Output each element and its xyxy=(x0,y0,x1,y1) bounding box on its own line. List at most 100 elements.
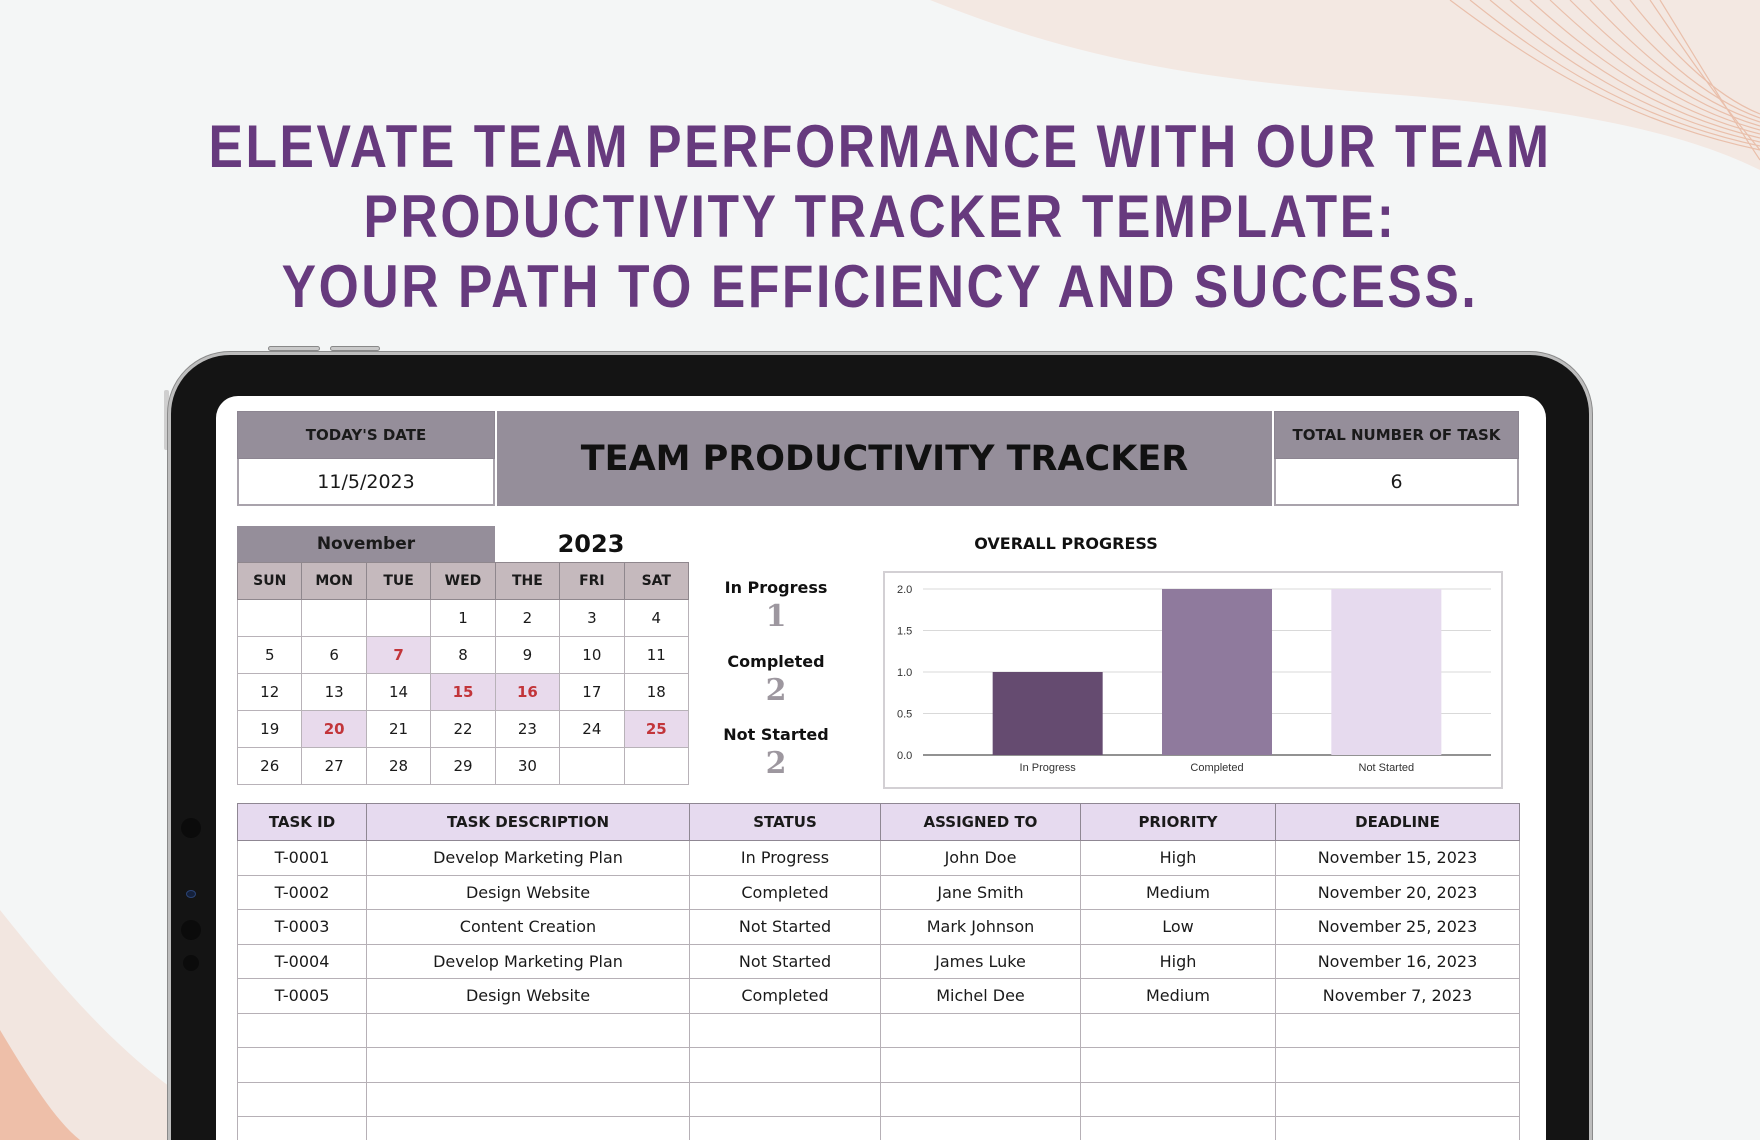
calendar-day[interactable]: 14 xyxy=(365,673,432,711)
calendar-day[interactable] xyxy=(559,747,625,785)
calendar-day[interactable]: 22 xyxy=(430,710,496,748)
cell-deadline[interactable] xyxy=(1275,1081,1520,1117)
calendar-day[interactable]: 12 xyxy=(236,673,303,711)
cell-priority[interactable] xyxy=(1080,1116,1276,1140)
empty-table-row[interactable] xyxy=(237,1047,1520,1083)
calendar-day[interactable]: 21 xyxy=(365,710,432,748)
calendar-day[interactable]: 13 xyxy=(301,673,367,711)
column-header-deadline[interactable]: DEADLINE xyxy=(1275,803,1520,841)
table-row[interactable]: T-0004 Develop Marketing Plan Not Started J… xyxy=(237,943,1520,979)
cell-status[interactable]: In Progress xyxy=(689,840,881,876)
empty-table-row[interactable] xyxy=(237,1012,1520,1048)
cell-description[interactable]: Design Website xyxy=(366,874,690,910)
cell-assigned-to[interactable]: Michel Dee xyxy=(880,978,1081,1014)
cell-assigned-to[interactable]: John Doe xyxy=(880,840,1081,876)
cell-task-id[interactable] xyxy=(237,1012,367,1048)
cell-task-id[interactable] xyxy=(237,1116,367,1140)
table-row[interactable]: T-0001 Develop Marketing Plan In Progress J… xyxy=(237,840,1520,876)
cell-priority[interactable]: Medium xyxy=(1080,874,1276,910)
calendar-day-highlighted[interactable]: 7 xyxy=(365,636,432,674)
cell-task-id[interactable] xyxy=(237,1047,367,1083)
cell-priority[interactable] xyxy=(1080,1012,1276,1048)
calendar-day[interactable] xyxy=(365,599,432,637)
cell-deadline[interactable]: November 7, 2023 xyxy=(1275,978,1520,1014)
cell-description[interactable]: Content Creation xyxy=(366,909,690,945)
cell-description[interactable]: Develop Marketing Plan xyxy=(366,840,690,876)
table-row[interactable]: T-0005 Design Website Completed Michel Dee M… xyxy=(237,978,1520,1014)
bar-in-progress[interactable] xyxy=(992,672,1103,755)
calendar-day[interactable]: 10 xyxy=(559,636,625,674)
cell-priority[interactable]: Low xyxy=(1080,909,1276,945)
empty-table-row[interactable] xyxy=(237,1081,1520,1117)
column-header-priority[interactable]: PRIORITY xyxy=(1080,803,1276,841)
cell-description[interactable] xyxy=(366,1081,690,1117)
calendar-day[interactable]: 6 xyxy=(301,636,367,674)
calendar-day[interactable]: 17 xyxy=(559,673,625,711)
table-row[interactable]: T-0003 Content Creation Not Started Mark Jo… xyxy=(237,909,1520,945)
cell-deadline[interactable]: November 20, 2023 xyxy=(1275,874,1520,910)
cell-priority[interactable]: High xyxy=(1080,840,1276,876)
cell-assigned-to[interactable]: Jane Smith xyxy=(880,874,1081,910)
cell-task-id[interactable]: T-0001 xyxy=(237,840,367,876)
cell-assigned-to[interactable] xyxy=(880,1081,1081,1117)
empty-table-row[interactable] xyxy=(237,1116,1520,1140)
calendar-day[interactable]: 1 xyxy=(430,599,496,637)
cell-priority[interactable] xyxy=(1080,1081,1276,1117)
cell-status[interactable] xyxy=(689,1116,881,1140)
todays-date-value[interactable]: 11/5/2023 xyxy=(237,459,495,506)
cell-assigned-to[interactable]: James Luke xyxy=(880,943,1081,979)
calendar-day[interactable] xyxy=(301,599,367,637)
cell-status[interactable]: Completed xyxy=(689,874,881,910)
cell-status[interactable] xyxy=(689,1047,881,1083)
calendar-day[interactable]: 27 xyxy=(301,747,367,785)
cell-description[interactable]: Design Website xyxy=(366,978,690,1014)
calendar-day[interactable]: 23 xyxy=(494,710,561,748)
calendar-day[interactable] xyxy=(236,599,303,637)
cell-task-id[interactable] xyxy=(237,1081,367,1117)
calendar-day-highlighted[interactable]: 15 xyxy=(430,673,496,711)
calendar-day[interactable]: 30 xyxy=(494,747,561,785)
column-header-assigned-to[interactable]: ASSIGNED TO xyxy=(880,803,1081,841)
calendar-day[interactable]: 28 xyxy=(365,747,432,785)
cell-task-id[interactable]: T-0004 xyxy=(237,943,367,979)
calendar-day[interactable]: 4 xyxy=(623,599,690,637)
bar-completed[interactable] xyxy=(1162,589,1272,755)
cell-deadline[interactable] xyxy=(1275,1116,1520,1140)
total-tasks-value[interactable]: 6 xyxy=(1274,459,1519,506)
calendar-day[interactable]: 5 xyxy=(236,636,303,674)
cell-task-id[interactable]: T-0002 xyxy=(237,874,367,910)
cell-task-id[interactable]: T-0005 xyxy=(237,978,367,1014)
cell-priority[interactable]: Medium xyxy=(1080,978,1276,1014)
cell-assigned-to[interactable]: Mark Johnson xyxy=(880,909,1081,945)
cell-assigned-to[interactable] xyxy=(880,1012,1081,1048)
calendar-day[interactable] xyxy=(623,747,690,785)
cell-status[interactable]: Completed xyxy=(689,978,881,1014)
calendar-day[interactable]: 8 xyxy=(430,636,496,674)
calendar-day-highlighted[interactable]: 25 xyxy=(623,710,690,748)
calendar-day[interactable]: 19 xyxy=(236,710,303,748)
bar-not-started[interactable] xyxy=(1331,589,1442,755)
table-row[interactable]: T-0002 Design Website Completed Jane Smith M… xyxy=(237,874,1520,910)
cell-priority[interactable] xyxy=(1080,1047,1276,1083)
cell-deadline[interactable]: November 25, 2023 xyxy=(1275,909,1520,945)
cell-description[interactable]: Develop Marketing Plan xyxy=(366,943,690,979)
column-header-description[interactable]: TASK DESCRIPTION xyxy=(366,803,690,841)
calendar-day-highlighted[interactable]: 20 xyxy=(301,710,367,748)
cell-assigned-to[interactable] xyxy=(880,1047,1081,1083)
cell-priority[interactable]: High xyxy=(1080,943,1276,979)
cell-description[interactable] xyxy=(366,1047,690,1083)
cell-status[interactable] xyxy=(689,1012,881,1048)
calendar-day[interactable]: 24 xyxy=(559,710,625,748)
cell-status[interactable] xyxy=(689,1081,881,1117)
calendar-day[interactable]: 2 xyxy=(494,599,561,637)
calendar-day[interactable]: 9 xyxy=(494,636,561,674)
cell-task-id[interactable]: T-0003 xyxy=(237,909,367,945)
calendar-day[interactable]: 3 xyxy=(559,599,625,637)
cell-deadline[interactable] xyxy=(1275,1012,1520,1048)
cell-deadline[interactable]: November 15, 2023 xyxy=(1275,840,1520,876)
calendar-day[interactable]: 18 xyxy=(623,673,690,711)
cell-deadline[interactable] xyxy=(1275,1047,1520,1083)
cell-assigned-to[interactable] xyxy=(880,1116,1081,1140)
calendar-day[interactable]: 26 xyxy=(236,747,303,785)
cell-description[interactable] xyxy=(366,1116,690,1140)
